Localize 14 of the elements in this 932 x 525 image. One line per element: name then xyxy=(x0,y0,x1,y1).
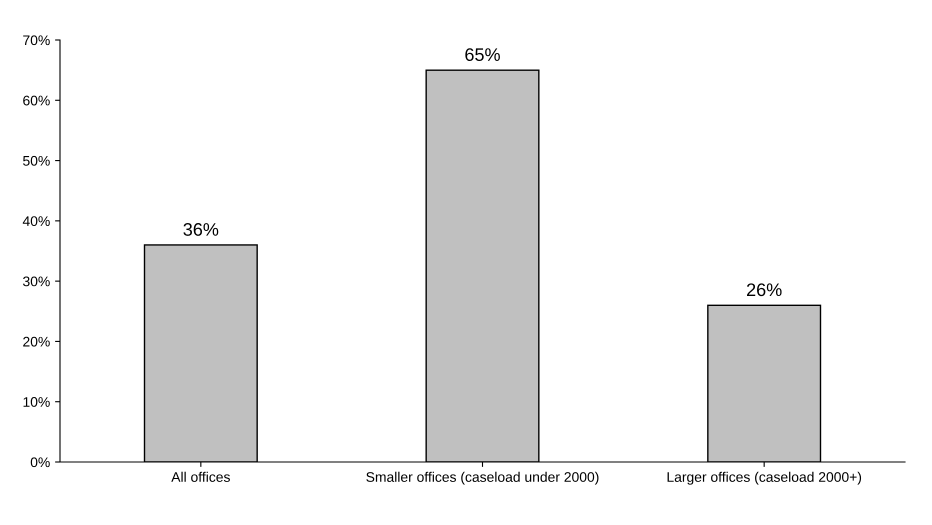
y-tick-label: 60% xyxy=(23,96,50,106)
y-tick-label: 0% xyxy=(30,457,50,468)
x-tick-label: Larger offices (caseload 2000+) xyxy=(668,472,862,485)
y-tick-label: 40% xyxy=(22,216,50,226)
data-label: 65% xyxy=(465,48,500,62)
x-tick-label: All offices xyxy=(171,472,230,482)
x-tick-label: Smaller offices (caseload under 2000) xyxy=(366,472,598,485)
y-tick-label: 70% xyxy=(23,35,50,46)
y-tick-label: 20% xyxy=(23,336,50,347)
y-tick-label: 50% xyxy=(23,156,50,166)
y-tick-label: 10% xyxy=(24,397,50,407)
data-label: 26% xyxy=(747,283,782,296)
data-label: 36% xyxy=(183,223,218,236)
y-tick-label: 30% xyxy=(23,276,50,286)
